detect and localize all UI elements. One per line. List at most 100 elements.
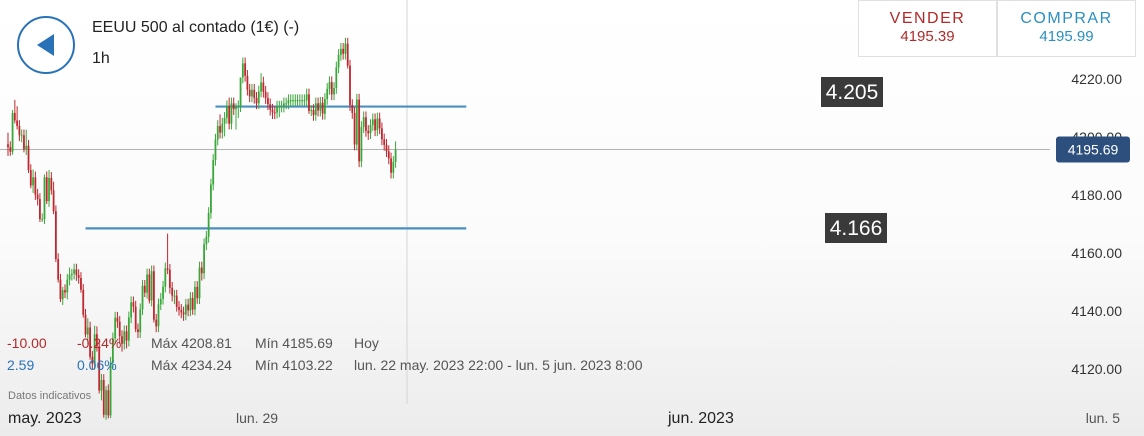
candle [70, 268, 73, 281]
candle [173, 289, 176, 305]
candle [59, 273, 62, 303]
candle [20, 129, 23, 143]
candle [141, 279, 144, 316]
candle [9, 141, 12, 156]
candle [333, 82, 335, 101]
candle [219, 114, 221, 139]
candle [362, 111, 365, 133]
candle [146, 268, 148, 299]
candle [287, 94, 290, 110]
candle [264, 85, 267, 104]
candle [175, 289, 178, 312]
candle [48, 170, 50, 207]
y-tick-label: 4140.00 [1071, 303, 1122, 319]
candle [374, 113, 376, 137]
candle [18, 120, 21, 142]
candle [125, 325, 128, 349]
candle [298, 94, 301, 106]
candle [212, 154, 215, 191]
candle [57, 253, 60, 283]
candle [280, 100, 283, 113]
candle [182, 306, 185, 321]
candle [32, 169, 34, 193]
candle [246, 70, 249, 96]
candle [171, 282, 174, 302]
candle [36, 188, 39, 206]
candle [207, 207, 210, 243]
timeframe-selector[interactable]: 1h [92, 50, 110, 67]
current-price-badge [1056, 136, 1130, 163]
level-label-box [821, 77, 883, 107]
candle [127, 311, 130, 347]
candle [314, 97, 317, 121]
candle [73, 263, 76, 280]
candle [221, 117, 224, 139]
candle [143, 279, 146, 298]
candle [178, 301, 180, 316]
candle [235, 103, 237, 130]
y-tick-label: 4220.00 [1071, 71, 1122, 87]
candle [13, 99, 16, 124]
candle [317, 97, 319, 117]
candle [164, 262, 167, 293]
range-change: 2.59 [7, 357, 35, 373]
candle [376, 112, 379, 137]
candle [262, 76, 265, 98]
candle [66, 273, 69, 300]
candle [260, 73, 262, 98]
candle [166, 233, 169, 275]
candle [312, 104, 315, 121]
candle [194, 281, 196, 316]
candle [367, 125, 370, 140]
candle [198, 261, 201, 305]
candle [385, 139, 388, 158]
back-button[interactable] [17, 16, 75, 74]
candle [98, 340, 101, 394]
sell-button[interactable]: VENDER 4195.39 [858, 0, 997, 57]
candle [223, 112, 226, 137]
candle [301, 94, 304, 106]
candle [303, 94, 306, 106]
today-min: Mín 4185.69 [255, 335, 333, 351]
candle [41, 213, 44, 222]
candle [232, 97, 235, 115]
candle [383, 133, 386, 151]
candle [214, 133, 217, 166]
candle [89, 321, 91, 360]
candle [328, 76, 331, 95]
candle [296, 94, 299, 106]
candle [116, 311, 119, 328]
candle [86, 318, 89, 344]
candle [75, 263, 78, 281]
candle [321, 96, 324, 120]
candle [369, 119, 372, 140]
candle [392, 156, 395, 179]
today-change: -10.00 [7, 335, 47, 351]
candle [244, 57, 247, 82]
candle [353, 107, 356, 151]
buy-label: COMPRAR [1020, 10, 1113, 27]
candle [358, 93, 361, 168]
sell-label: VENDER [889, 10, 966, 27]
candle [371, 113, 374, 131]
back-arrow-icon [37, 34, 54, 56]
today-period: Hoy [354, 335, 379, 351]
candle [267, 92, 269, 111]
candle [335, 61, 338, 94]
candle [118, 315, 121, 344]
buy-button[interactable]: COMPRAR 4195.99 [997, 0, 1136, 57]
candle [150, 265, 153, 307]
candle [159, 293, 162, 311]
candle [139, 303, 142, 338]
candle [168, 264, 171, 294]
candle [239, 77, 242, 113]
level-label: 4.166 [830, 217, 883, 240]
candle [100, 373, 103, 401]
candle [157, 298, 160, 333]
candle [349, 59, 351, 111]
candle [80, 272, 82, 293]
candle [294, 94, 297, 106]
range-change-pct: 0.06% [77, 357, 117, 373]
candle [105, 386, 107, 420]
